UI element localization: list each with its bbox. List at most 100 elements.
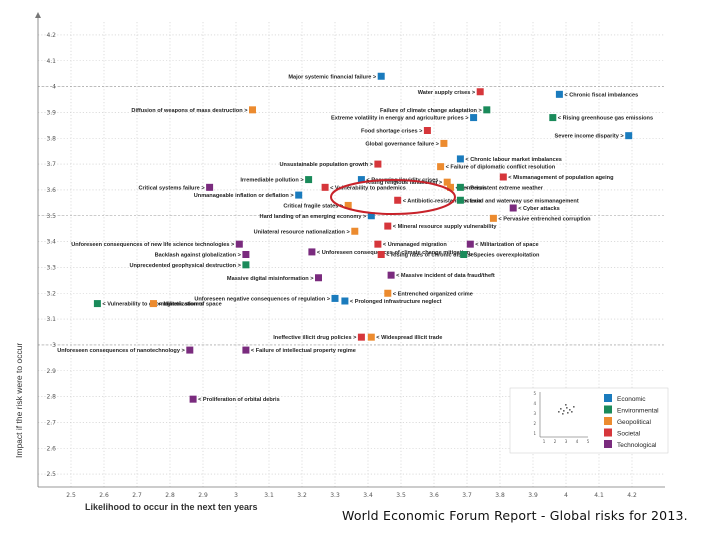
data-point-label: Water supply crises > <box>418 90 476 96</box>
data-point-marker <box>460 251 468 258</box>
data-point-label: < Militarization of space <box>475 242 538 248</box>
data-point-marker <box>305 176 313 184</box>
data-point-label: < Vulnerability to pandemics <box>330 185 406 191</box>
data-point: Food shortage crises > <box>361 127 431 135</box>
data-point-label: Hard landing of an emerging economy > <box>260 214 367 220</box>
data-point-label: < Rising rates of chronic disease <box>386 253 474 259</box>
data-point: < Mineral resource supply vulnerability <box>384 222 497 230</box>
data-point-marker <box>483 106 491 114</box>
data-point-marker <box>447 183 454 191</box>
data-point-marker <box>351 227 359 235</box>
axes <box>35 12 665 488</box>
data-point-marker <box>249 106 256 114</box>
data-point-marker <box>242 261 250 269</box>
data-point: < Rising rates of chronic disease <box>377 251 474 259</box>
inset-point <box>569 409 571 411</box>
data-point-marker <box>440 139 448 147</box>
y-tick-label: 3.1 <box>46 316 56 323</box>
data-point-label: < Massive incident of data fraud/theft <box>396 273 495 279</box>
data-point-marker <box>344 201 352 209</box>
data-point-label: < Failure of intellectual property regim… <box>251 348 356 354</box>
data-point-label: Diffusion of weapons of mass destruction… <box>131 108 248 114</box>
data-point-label: Major systemic financial failure > <box>288 74 377 80</box>
data-point: Critical fragile states > <box>283 201 352 209</box>
data-point: < Chronic labour market imbalances <box>456 155 562 163</box>
data-point-label: < Land and waterway use mismanagement <box>465 198 578 204</box>
data-point-marker <box>315 274 322 282</box>
data-point: Unmanageable inflation or deflation > <box>194 191 303 199</box>
data-point: < Cyber attacks <box>509 204 560 212</box>
x-tick-label: 3.4 <box>363 492 373 499</box>
data-point: < Antibiotic-resistant bacteria <box>394 196 482 204</box>
y-tick-label: 3.6 <box>46 187 56 194</box>
data-point: Major systemic financial failure > <box>288 72 385 80</box>
data-point-marker <box>476 88 484 96</box>
data-point-marker <box>387 271 395 279</box>
y-tick-label: 3.7 <box>46 161 56 168</box>
y-tick-label: 3.8 <box>46 135 56 142</box>
data-point-label: < Pervasive entrenched corruption <box>498 216 591 222</box>
legend-label: Societal <box>617 431 641 438</box>
y-tick-label: 3.9 <box>46 109 56 116</box>
data-point-marker <box>331 294 339 302</box>
inset-x-tick: 4 <box>576 439 579 444</box>
x-tick-label: 4.2 <box>627 492 637 499</box>
inset-y-tick: 5 <box>533 391 536 396</box>
x-tick-label: 3.8 <box>495 492 505 499</box>
data-point-label: Global governance failure > <box>365 141 439 147</box>
inset-x-tick: 2 <box>554 439 557 444</box>
data-point: Ineffective illicit drug policies > <box>273 333 365 341</box>
data-point: Unprecedented geophysical destruction > <box>129 261 250 269</box>
data-point: Unsustainable population growth > <box>280 160 382 168</box>
y-tick-label: 2.6 <box>46 445 56 452</box>
inset-point <box>565 404 567 406</box>
legend-swatch <box>604 405 612 414</box>
legend-label: Economic <box>617 396 646 403</box>
data-point-label: Unforeseen negative consequences of regu… <box>194 296 330 302</box>
data-point-label: Ineffective illicit drug policies > <box>273 335 357 341</box>
data-point-label: < Unmanaged migration <box>383 242 447 248</box>
caption: World Economic Forum Report - Global ris… <box>342 508 688 523</box>
data-point-label: Unsustainable population growth > <box>280 162 374 168</box>
data-point: < Species overexploitation <box>460 251 540 259</box>
data-point-label: < Unforeseen consequences of climate cha… <box>317 250 471 256</box>
data-point-marker <box>443 178 451 186</box>
data-point-label: Unforeseen consequences of new life scie… <box>71 242 235 248</box>
data-point: < Rising greenhouse gas emissions <box>549 114 653 122</box>
data-point-label: < Rising greenhouse gas emissions <box>558 116 653 122</box>
legend: Economic Environmental Geopolitical Societa… <box>509 387 669 454</box>
x-tick-label: 2.8 <box>165 492 175 499</box>
data-point-label: Massive digital misinformation > <box>227 276 314 282</box>
x-tick-label: 3.2 <box>297 492 307 499</box>
data-point-label: Extreme volatility in energy and agricul… <box>331 116 469 122</box>
data-point-label: < Species overexploitation <box>469 253 540 259</box>
inset-point <box>571 411 573 413</box>
y-tick-label: 4 <box>52 84 56 91</box>
y-tick-labels: 2.5 2.6 2.7 2.8 2.9 3 3.1 3.2 3.3 3.4 3.5 3.6 3.7 3.8… <box>46 32 56 478</box>
inset-x-tick: 3 <box>565 439 568 444</box>
data-point-label: Critical systems failure > <box>139 185 206 191</box>
inset-point <box>560 408 562 410</box>
legend-box <box>509 387 669 454</box>
data-point-marker <box>341 297 349 305</box>
y-axis-arrow <box>35 12 41 18</box>
data-point-marker <box>357 333 365 341</box>
x-tick-label: 3.7 <box>462 492 472 499</box>
data-point-label: < Chronic fiscal imbalances <box>564 92 638 98</box>
y-tick-label: 3.2 <box>46 290 56 297</box>
data-point-label: < Terrorism <box>456 185 487 191</box>
data-point: Diffusion of weapons of mass destruction… <box>131 106 256 114</box>
inset-point <box>566 407 568 409</box>
y-tick-label: 2.9 <box>46 368 56 375</box>
data-point-label: Severe income disparity > <box>555 134 625 140</box>
data-point-marker <box>466 240 474 248</box>
data-point: < Entrenched organized crime <box>384 289 473 297</box>
data-point: < Unmanaged migration <box>374 240 447 248</box>
inset-y-tick: 3 <box>533 411 536 416</box>
data-point-marker <box>186 346 194 354</box>
data-point: Water supply crises > <box>418 88 484 96</box>
data-point-label: < Failure of diplomatic conflict resolut… <box>446 165 556 171</box>
data-point-marker <box>625 132 633 140</box>
legend-label: Environmental <box>617 408 659 415</box>
